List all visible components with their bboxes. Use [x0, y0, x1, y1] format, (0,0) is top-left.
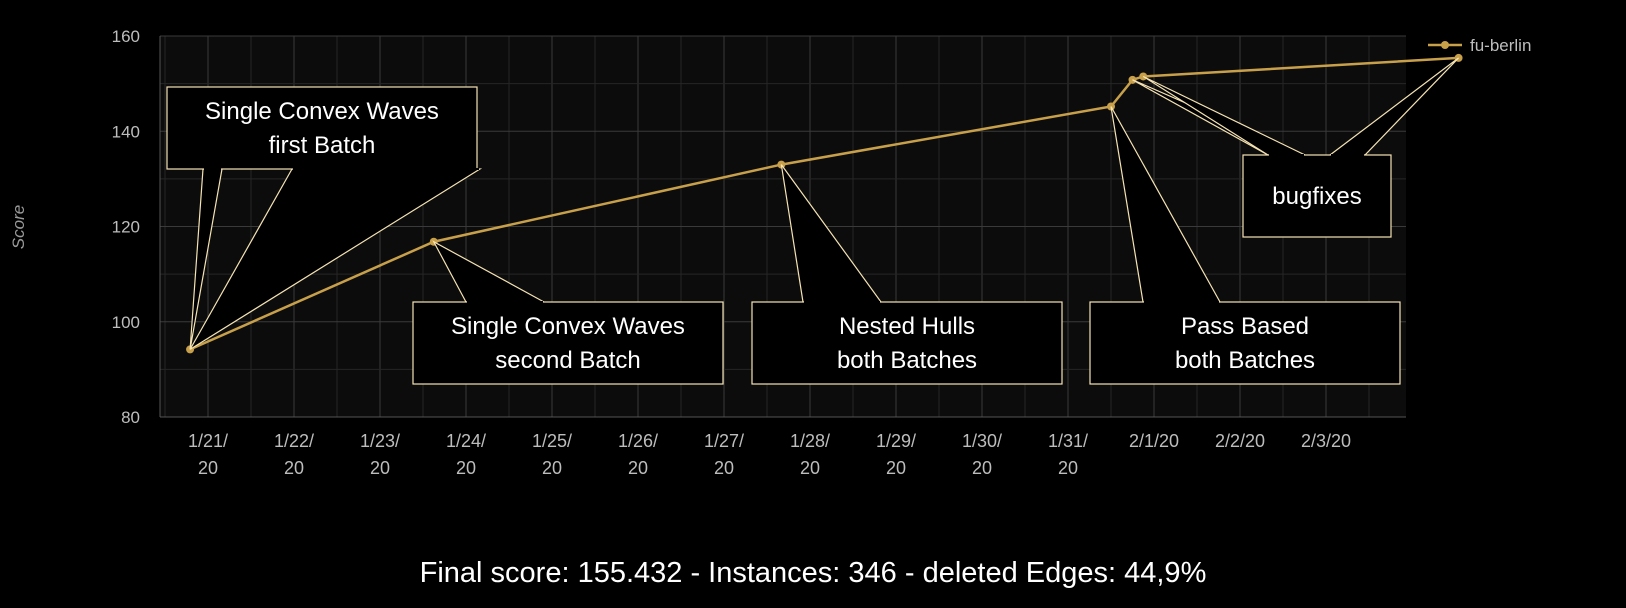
annotation-callout: Nested Hulls both Batches	[751, 164, 1063, 385]
x-tick-label: 1/29/20	[876, 431, 916, 478]
x-tick-label: 2/1/20	[1129, 431, 1179, 451]
callout-text: second Batch	[495, 347, 640, 374]
callout-text: both Batches	[1175, 347, 1315, 374]
summary-footer: Final score: 155.432 - Instances: 346 - …	[419, 557, 1207, 589]
x-tick-label: 2/2/20	[1215, 431, 1265, 451]
legend-marker	[1441, 41, 1449, 49]
callout-text: Single Convex Waves	[451, 313, 685, 340]
legend-label: fu-berlin	[1470, 36, 1531, 55]
callout-box	[412, 301, 724, 385]
callout-text: first Batch	[269, 132, 376, 159]
x-tick-label: 1/28/20	[790, 431, 830, 478]
y-tick-label: 160	[112, 27, 140, 46]
y-tick-label: 140	[112, 122, 140, 141]
x-tick-label: 1/22/20	[274, 431, 314, 478]
callout-text: both Batches	[837, 347, 977, 374]
callout-text: Single Convex Waves	[205, 98, 439, 125]
annotation-callout: bugfixes	[1132, 57, 1460, 238]
callout-text: Nested Hulls	[839, 313, 975, 340]
y-tick-label: 80	[121, 408, 140, 427]
x-tick-label: 1/31/20	[1048, 431, 1088, 478]
x-tick-label: 1/24/20	[446, 431, 486, 478]
callout-text: Pass Based	[1181, 313, 1309, 340]
y-tick-label: 100	[112, 313, 140, 332]
callout-box	[1089, 301, 1401, 385]
axes: 80 100 120 140 160 1/21/20 1/22/20 1/23/20 1/24/…	[112, 27, 1406, 478]
annotation-callout: Pass Based both Batches	[1089, 106, 1401, 385]
x-tick-label: 1/26/20	[618, 431, 658, 478]
callout-box	[751, 301, 1063, 385]
x-tick-label: 1/23/20	[360, 431, 400, 478]
callout-text: bugfixes	[1272, 183, 1361, 210]
callout-box	[1242, 154, 1392, 238]
annotation-callout: Single Convex Waves first Batch	[166, 86, 483, 350]
x-tick-label: 2/3/20	[1301, 431, 1351, 451]
callout-box	[166, 86, 478, 170]
x-tick-label: 1/27/20	[704, 431, 744, 478]
y-tick-label: 120	[112, 218, 140, 237]
legend[interactable]: fu-berlin	[1428, 36, 1531, 55]
x-tick-label: 1/21/20	[188, 431, 228, 478]
x-tick-label: 1/25/20	[532, 431, 572, 478]
y-axis-label: Score	[9, 205, 28, 249]
annotation-callout: Single Convex Waves second Batch	[412, 240, 724, 385]
x-tick-label: 1/30/20	[962, 431, 1002, 478]
